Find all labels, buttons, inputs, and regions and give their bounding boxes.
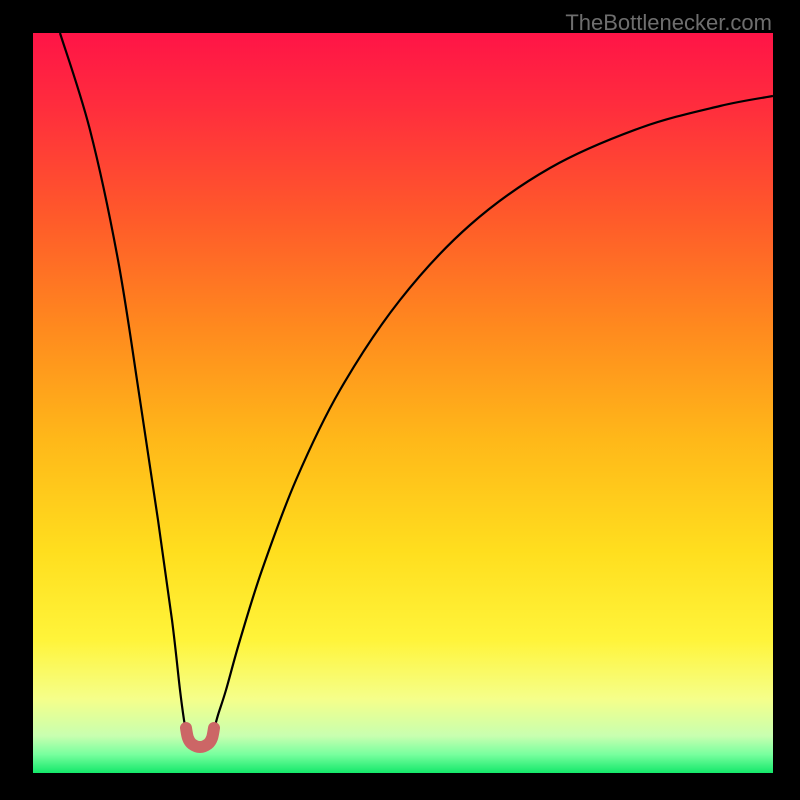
bottleneck-curve-svg [33,33,773,773]
curve-right-branch [214,96,773,730]
valley-marker [186,728,214,747]
watermark-text: TheBottlenecker.com [565,10,772,36]
chart-plot-area [33,33,773,773]
curve-left-branch [60,33,186,730]
